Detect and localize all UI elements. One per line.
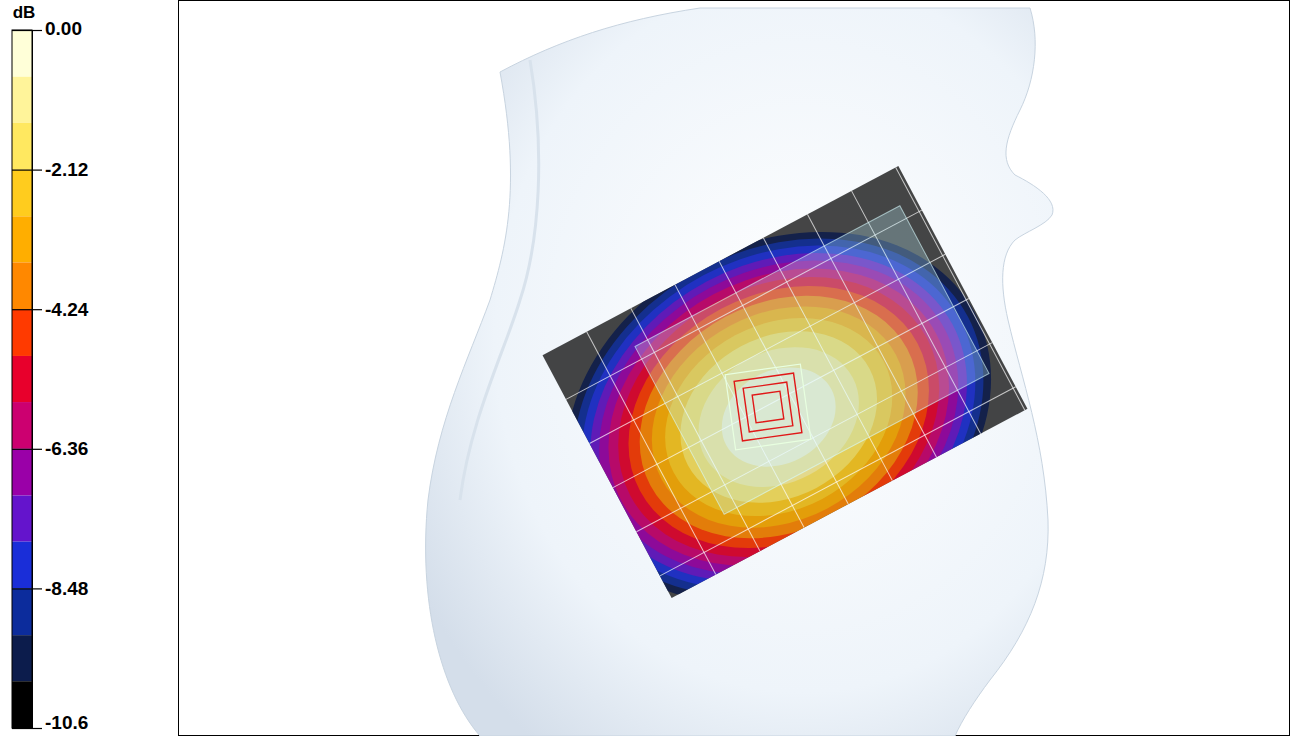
colorbar-band (12, 449, 32, 496)
colorbar-band (12, 170, 32, 217)
colorbar-band (12, 30, 32, 77)
contour-band (543, 189, 1025, 598)
zoom-cube-outline (725, 364, 811, 450)
tick-label: -8.48 (45, 578, 88, 599)
colorbar-band (12, 77, 32, 123)
colorbar: 0.00 -2.12 -4.24 -6.36 -8.48 -10.6 dB (12, 3, 89, 733)
colorbar-band (12, 123, 32, 170)
field-contours (543, 166, 1028, 598)
colorbar-band (12, 496, 32, 542)
colorbar-band (12, 262, 32, 309)
zoom-scan-area (635, 206, 989, 515)
plot-frame (179, 1, 1290, 736)
colorbar-band (12, 542, 32, 589)
phantom-shading (460, 60, 539, 500)
zoom-cube-square (752, 391, 784, 423)
tick-line (12, 588, 42, 589)
tick-line (12, 170, 42, 171)
tick-label: -10.6 (45, 712, 88, 733)
tick-line (12, 309, 42, 310)
colorbar-band (12, 402, 32, 449)
tick-label: 0.00 (45, 18, 82, 39)
colorbar-title: dB (13, 3, 36, 22)
tick: -6.36 (12, 438, 88, 459)
contour-band (543, 179, 1028, 598)
tick-line (12, 449, 42, 450)
figure: 0.00 -2.12 -4.24 -6.36 -8.48 -10.6 dB (0, 0, 1291, 736)
colorbar-band (12, 681, 32, 728)
colorbar-band (12, 309, 32, 356)
tick-label: -2.12 (45, 159, 88, 180)
colorbar-band (12, 588, 32, 635)
colorbar-frame (12, 30, 32, 728)
phantom-body (426, 8, 1053, 736)
contour-band (543, 166, 1028, 598)
colorbar-band (12, 635, 32, 681)
colorbar-axis-line (33, 31, 43, 729)
tick-line (12, 30, 42, 31)
tick-line (12, 728, 42, 729)
colorbar-band (12, 356, 32, 402)
contour-band (544, 200, 1013, 599)
tick-label: -4.24 (45, 299, 89, 320)
scan-grid (543, 166, 1028, 598)
zoom-cube-square (743, 382, 793, 432)
colorbar-band (12, 216, 32, 262)
scan-area (501, 159, 1057, 674)
zoom-cube (725, 364, 811, 450)
zoom-cube-square (734, 373, 802, 441)
tick-label: -6.36 (45, 438, 88, 459)
tick: -2.12 (12, 159, 88, 180)
tick: -10.6 (12, 712, 88, 733)
colorbar-axis: 0.00 -2.12 -4.24 -6.36 -8.48 -10.6 (12, 18, 89, 733)
contour-band (543, 169, 1028, 598)
tick: -8.48 (12, 578, 88, 599)
tick: -4.24 (12, 299, 89, 320)
